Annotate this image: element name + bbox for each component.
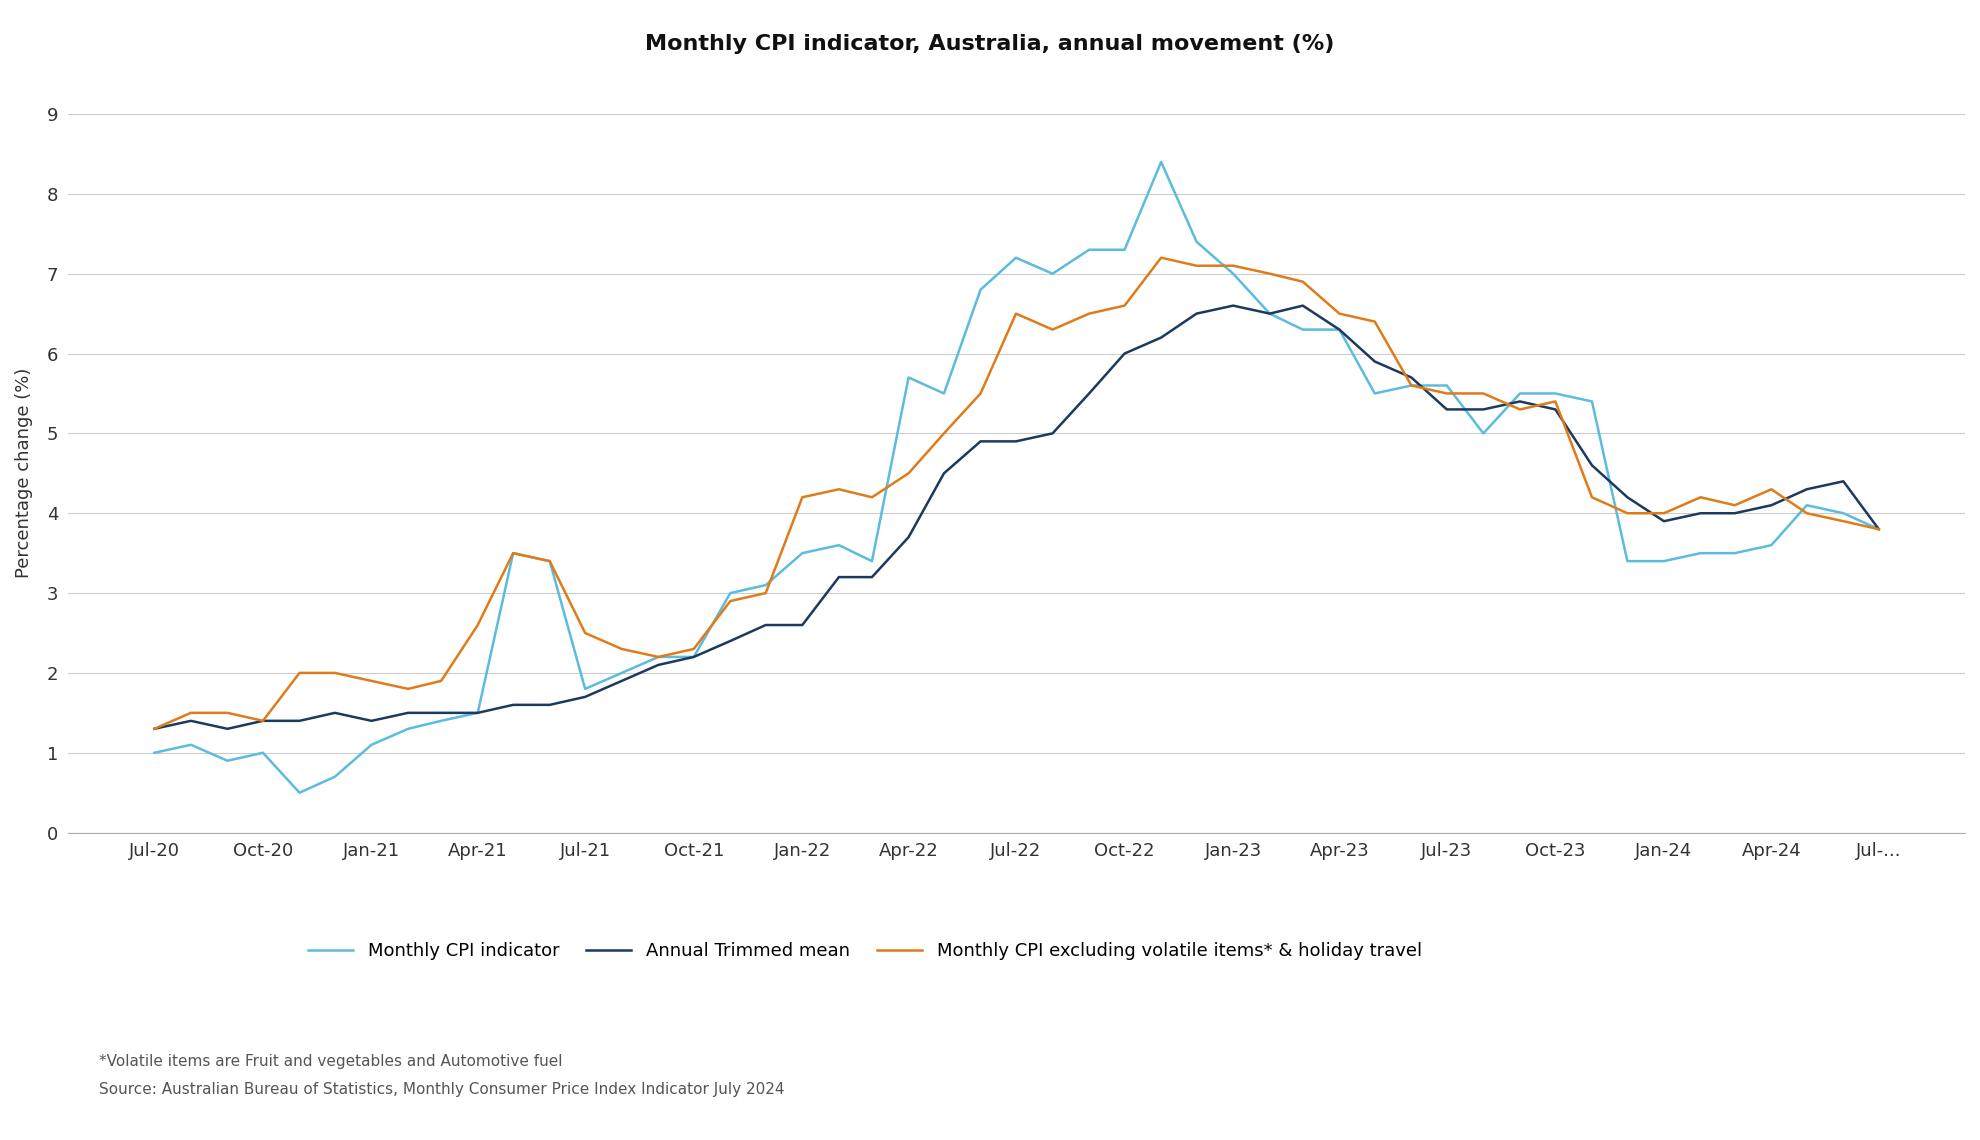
Line: Annual Trimmed mean: Annual Trimmed mean [154, 306, 1879, 728]
Line: Monthly CPI indicator: Monthly CPI indicator [154, 162, 1879, 792]
Text: Monthly CPI indicator, Australia, annual movement (%): Monthly CPI indicator, Australia, annual… [645, 34, 1335, 55]
Line: Monthly CPI excluding volatile items* & holiday travel: Monthly CPI excluding volatile items* & … [154, 258, 1879, 728]
Text: *Volatile items are Fruit and vegetables and Automotive fuel: *Volatile items are Fruit and vegetables… [99, 1053, 562, 1069]
Y-axis label: Percentage change (%): Percentage change (%) [16, 368, 34, 578]
Legend: Monthly CPI indicator, Annual Trimmed mean, Monthly CPI excluding volatile items: Monthly CPI indicator, Annual Trimmed me… [301, 935, 1430, 968]
Text: Source: Australian Bureau of Statistics, Monthly Consumer Price Index Indicator : Source: Australian Bureau of Statistics,… [99, 1082, 784, 1098]
